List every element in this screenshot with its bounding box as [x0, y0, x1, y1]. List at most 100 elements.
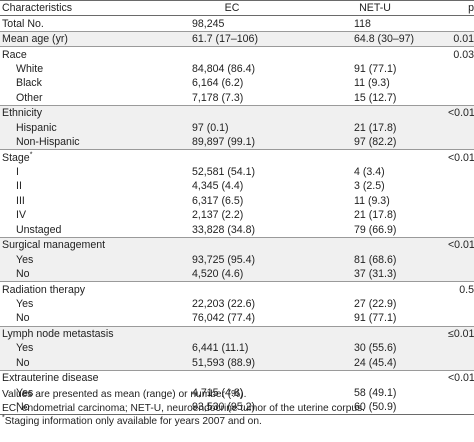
cell-net-u: [306, 46, 446, 62]
cell-ec: 97 (0.1): [160, 120, 306, 135]
table-row: White 84,804 (86.4) 91 (77.1): [0, 62, 474, 76]
cell-ec: 98,245: [160, 15, 306, 32]
cell-net-u: 21 (17.8): [306, 120, 446, 135]
cell-net-u: 97 (82.2): [306, 134, 446, 150]
row-label: Yes: [0, 341, 160, 356]
row-label: Stage*: [0, 149, 160, 165]
row-label: Other: [0, 91, 160, 106]
characteristics-table: Characteristics EC NET-U p Total No. 98,2…: [0, 0, 474, 416]
cell-ec: [160, 237, 306, 253]
cell-ec: 6,317 (6.5): [192, 194, 244, 207]
cell-p-value: [446, 266, 474, 282]
row-label: Hispanic: [0, 120, 160, 135]
cell-net-u: 60 (50.9): [306, 399, 446, 416]
cell-ec: [160, 105, 306, 121]
cell-ec: 61.7 (17–106): [160, 30, 306, 47]
row-label: Race: [0, 46, 160, 62]
row-label-text: No: [16, 312, 30, 325]
table-row: No 76,042 (77.4) 91 (77.1): [0, 311, 474, 326]
row-label-text: Stage: [2, 151, 30, 164]
cell-net-u: [306, 281, 446, 297]
row-label: No: [0, 355, 160, 371]
row-label: Yes: [0, 252, 160, 267]
table-row: III 6,317 (6.5) 11 (9.3): [0, 194, 474, 208]
stage-footnote-marker: *: [29, 151, 33, 159]
footnote-abbreviations: EC, endometrial carcinoma; NET-U, neuroe…: [2, 402, 365, 414]
row-label-text: Unstaged: [16, 223, 62, 236]
row-label: III: [0, 194, 160, 208]
row-label: Yes: [0, 297, 160, 311]
table-row: Yes 93,725 (95.4) 81 (68.6): [0, 252, 474, 267]
table-row: Other 7,178 (7.3) 15 (12.7): [0, 91, 474, 106]
row-label-text: No: [16, 356, 30, 369]
cell-net-u: 118: [306, 15, 446, 32]
row-label: Radiation therapy: [0, 281, 160, 297]
cell-net-u: 21 (17.8): [354, 209, 397, 222]
cell-net-u: 24 (45.4): [306, 355, 446, 371]
table-row: No 93,530 (95.2) 60 (50.9): [0, 399, 474, 416]
footnote-staging-text: Staging information only available for y…: [4, 416, 262, 428]
cell-ec: 93,530 (95.2): [160, 399, 306, 416]
row-label-text: I: [16, 166, 19, 179]
row-label-text: Mean age (yr): [2, 33, 68, 46]
cell-ec: 4,345 (4.4): [192, 180, 244, 193]
cell-p-value: <0.01: [446, 237, 474, 253]
cell-p-value: [446, 91, 474, 106]
cell-ec: 51,593 (88.9): [160, 355, 306, 371]
header-net-u: NET-U: [306, 0, 446, 17]
row-label: Lymph node metastasis: [0, 325, 160, 342]
row-label: Surgical management: [0, 237, 160, 253]
row-label-text: Surgical management: [2, 239, 106, 252]
cell-p-value: [446, 76, 474, 90]
row-label-text: Yes: [16, 342, 34, 355]
cell-p-value: [446, 208, 474, 222]
row-label-text: White: [16, 62, 44, 75]
cell-p-value: [446, 165, 474, 179]
table-row: Lymph node metastasis ≤0.01: [0, 325, 474, 342]
table-row: Total No. 98,245 118: [0, 15, 474, 32]
row-label: No: [0, 266, 160, 282]
row-label: Total No.: [0, 15, 160, 32]
cell-p-value: [446, 252, 474, 267]
row-label-text: Yes: [16, 386, 34, 399]
cell-net-u: 4 (3.4): [354, 166, 385, 179]
cell-net-u: [306, 369, 446, 386]
row-label-text: Other: [16, 91, 43, 104]
cell-ec: 2,137 (2.2): [192, 209, 244, 222]
row-label-text: No: [16, 268, 30, 281]
cell-ec: 76,042 (77.4): [192, 312, 256, 325]
table-row: Stage* <0.01: [0, 149, 474, 165]
row-label-text: Yes: [16, 253, 34, 266]
table-row: Hispanic 97 (0.1) 21 (17.8): [0, 120, 474, 135]
cell-p-value: 0.03: [446, 46, 474, 62]
table-header-row: Characteristics EC NET-U p: [0, 0, 474, 17]
cell-net-u: 11 (9.3): [354, 194, 390, 207]
cell-net-u: 91 (77.1): [354, 62, 397, 75]
table-row: Mean age (yr) 61.7 (17–106) 64.8 (30–97) 0.…: [0, 30, 474, 47]
cell-net-u: 15 (12.7): [354, 91, 397, 104]
header-ec: EC: [160, 0, 306, 17]
cell-p-value: [446, 341, 474, 356]
cell-ec: 6,164 (6.2): [192, 77, 244, 90]
cell-p-value: [446, 311, 474, 326]
cell-ec: 89,897 (99.1): [160, 134, 306, 150]
row-label-text: Lymph node metastasis: [2, 327, 114, 340]
cell-p-value: [446, 134, 474, 150]
row-label: I: [0, 165, 160, 179]
row-label-text: Extrauterine disease: [2, 372, 99, 385]
cell-p-value: [446, 223, 474, 238]
cell-ec: 7,178 (7.3): [192, 91, 244, 104]
cell-net-u: 58 (49.1): [354, 386, 397, 399]
footnote-marker: *: [2, 414, 5, 422]
row-label-text: II: [16, 180, 22, 193]
table-row: No 51,593 (88.9) 24 (45.4): [0, 355, 474, 371]
cell-p-value: <0.01: [446, 149, 474, 165]
cell-p-value: [446, 194, 474, 208]
table-row: Non-Hispanic 89,897 (99.1) 97 (82.2): [0, 134, 474, 150]
table-row: Ethnicity <0.01: [0, 105, 474, 121]
cell-ec: [160, 281, 306, 297]
header-characteristics: Characteristics: [0, 0, 160, 17]
table-row: Black 6,164 (6.2) 11 (9.3): [0, 76, 474, 90]
cell-net-u: 30 (55.6): [306, 341, 446, 356]
